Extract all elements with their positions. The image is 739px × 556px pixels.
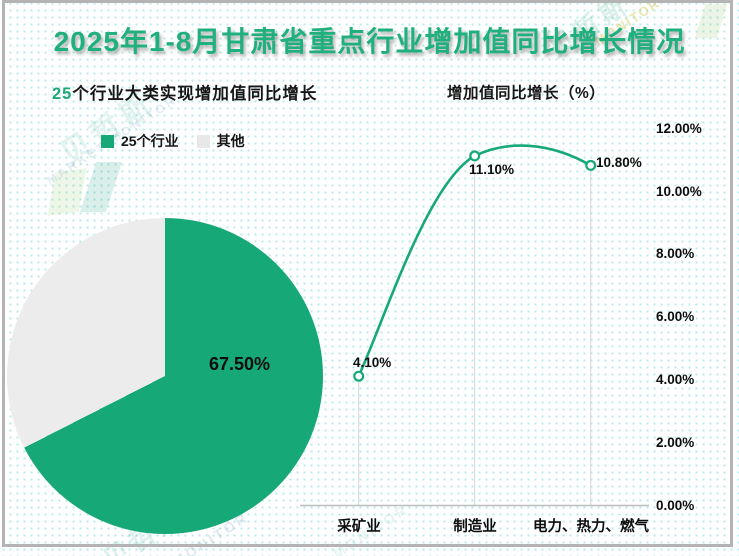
growth-line-series bbox=[357, 144, 592, 377]
watermark-logo-shape bbox=[47, 168, 87, 216]
watermark-logo-shape bbox=[79, 162, 123, 212]
data-point-mining bbox=[353, 370, 365, 382]
legend-item-25-industries: 25个行业 bbox=[101, 131, 179, 151]
y-tick-8: 8.00% bbox=[656, 246, 695, 261]
x-tick-utilities: 电力、热力、燃气 bbox=[533, 519, 649, 535]
legend-swatch-green bbox=[101, 134, 114, 148]
pie-value-label: 67.50% bbox=[209, 354, 271, 374]
pie-chart-title-text: 个行业大类实现增加值同比增长 bbox=[72, 85, 318, 103]
data-point-utilities bbox=[585, 159, 597, 171]
y-tick-6: 6.00% bbox=[656, 309, 695, 324]
page-title: 2025年1-8月甘肃省重点行业增加值同比增长情况 bbox=[53, 26, 686, 57]
legend-label-25-industries: 25个行业 bbox=[121, 133, 179, 149]
legend-label-other: 其他 bbox=[216, 133, 245, 149]
data-label-mining: 4.10% bbox=[353, 355, 392, 370]
x-tick-mining: 采矿业 bbox=[337, 519, 381, 535]
y-tick-2: 2.00% bbox=[656, 435, 695, 450]
data-label-utilities: 10.80% bbox=[596, 155, 642, 170]
y-tick-10: 10.00% bbox=[656, 184, 702, 199]
x-tick-manufacturing: 制造业 bbox=[453, 519, 497, 535]
data-point-manufacturing bbox=[469, 150, 481, 162]
line-chart-title: 增加值同比增长（%） bbox=[447, 85, 606, 102]
y-tick-4: 4.00% bbox=[656, 372, 695, 387]
y-tick-12: 12.00% bbox=[656, 121, 702, 136]
pie-chart-title-number: 25 bbox=[52, 85, 73, 103]
pie-legend: 25个行业 其他 bbox=[101, 131, 245, 151]
y-tick-0: 0.00% bbox=[656, 498, 695, 513]
pie-chart bbox=[7, 218, 323, 534]
pie-chart-title: 25个行业大类实现增加值同比增长 bbox=[52, 80, 317, 104]
legend-swatch-gray bbox=[196, 134, 210, 148]
data-label-manufacturing: 11.10% bbox=[469, 162, 515, 177]
legend-item-other: 其他 bbox=[196, 131, 245, 151]
